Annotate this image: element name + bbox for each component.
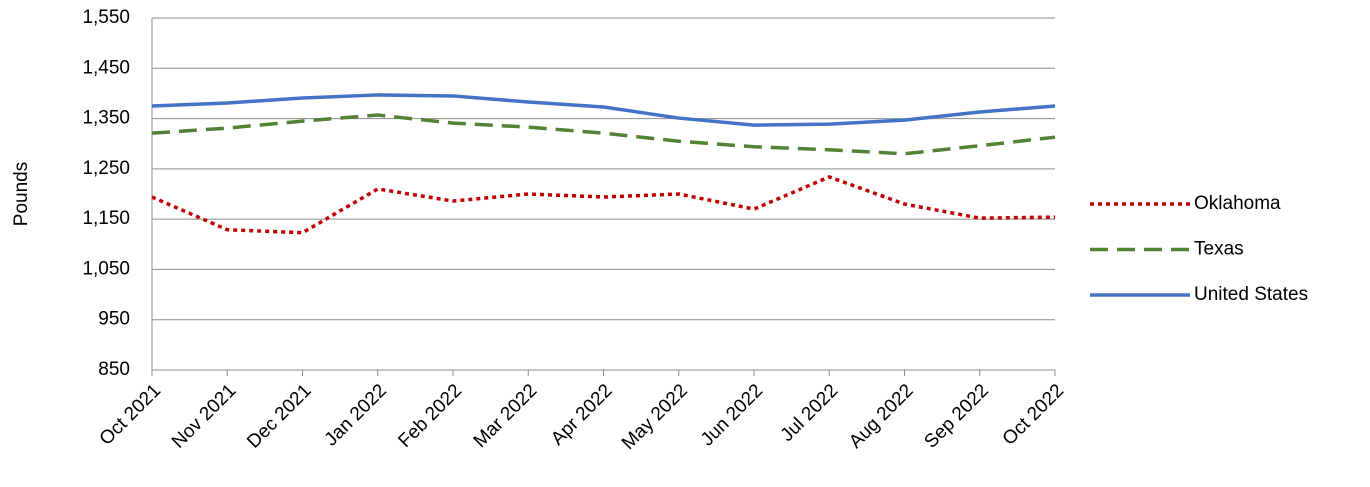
y-tick-label: 1,550 — [82, 7, 130, 28]
y-tick-label: 1,350 — [82, 108, 130, 129]
legend-label: Texas — [1194, 239, 1244, 260]
x-tick-label: May 2022 — [618, 380, 692, 454]
x-tick-label: Apr 2022 — [547, 380, 616, 449]
x-tick-label: Feb 2022 — [394, 380, 466, 452]
x-tick-label: Sep 2022 — [920, 380, 992, 452]
y-tick-label: 1,250 — [82, 158, 130, 179]
y-tick-label: 950 — [98, 309, 130, 330]
x-tick-label: Jan 2022 — [321, 380, 391, 450]
y-tick-label: 850 — [98, 359, 130, 380]
series-line — [151, 93, 1056, 127]
series-line — [151, 175, 1056, 235]
x-tick-label: Oct 2022 — [999, 380, 1068, 449]
y-tick-label: 1,150 — [82, 208, 130, 229]
x-tick-label: Dec 2021 — [243, 380, 315, 452]
legend-label: Oklahoma — [1194, 193, 1281, 214]
x-tick-label: Jul 2022 — [777, 380, 843, 446]
y-axis-title: Pounds — [11, 162, 32, 226]
x-tick-label: Aug 2022 — [845, 380, 917, 452]
y-tick-label: 1,450 — [82, 57, 130, 78]
y-tick-label: 1,050 — [82, 258, 130, 279]
x-tick-label: Oct 2021 — [96, 380, 165, 449]
x-tick-label: Mar 2022 — [470, 380, 542, 452]
x-tick-label: Jun 2022 — [697, 380, 767, 450]
legend-label: United States — [1194, 284, 1308, 305]
series-line — [151, 113, 1056, 156]
x-tick-label: Nov 2021 — [168, 380, 240, 452]
